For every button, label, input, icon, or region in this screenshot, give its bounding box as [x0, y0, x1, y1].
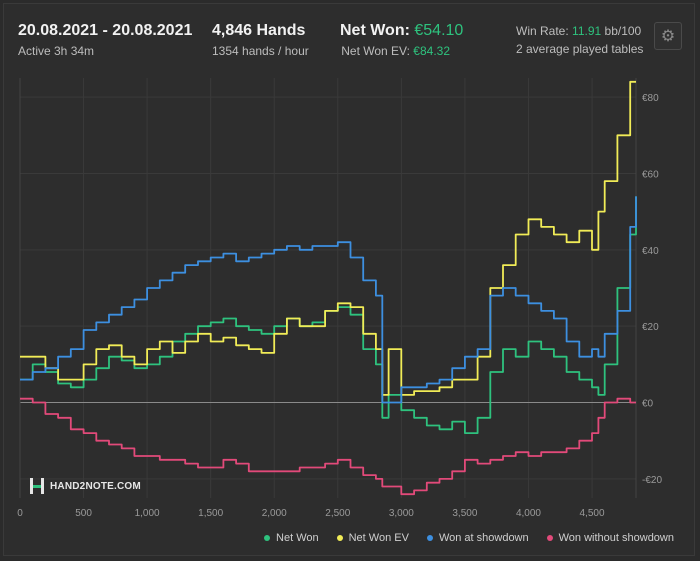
- x-tick-label: 500: [75, 508, 92, 519]
- chart-legend: Net Won Net Won EV Won at showdown Won w…: [234, 530, 674, 546]
- legend-dot: [426, 535, 433, 541]
- active-time: Active 3h 34m: [18, 44, 95, 58]
- tables-text: 2 average played tables: [516, 42, 644, 56]
- series-line-won-at-showdown: [20, 196, 637, 404]
- win-rate-stat: Win Rate: 11.91 bb/100 2 average played …: [516, 24, 643, 56]
- legend-item-won-without-showdown[interactable]: Won without showdown: [546, 530, 674, 546]
- legend-item-won-at-showdown[interactable]: Won at showdown: [426, 530, 529, 546]
- graph-panel: 20.08.2021 - 20.08.2021 Active 3h 34m 4,…: [3, 3, 695, 556]
- x-tick-label: 1,000: [135, 508, 160, 519]
- win-rate-unit: bb/100: [604, 24, 642, 38]
- x-tick-label: 4,500: [580, 508, 605, 519]
- net-won-value: €54.10: [414, 22, 464, 39]
- net-won-stat: Net Won: €54.10 Net Won EV: €84.32: [340, 22, 463, 58]
- logo-icon: [30, 478, 44, 494]
- net-won-label: Net Won:: [340, 22, 410, 39]
- y-tick-label: €40: [642, 246, 659, 257]
- logo: HAND2NOTE.COM: [30, 478, 141, 494]
- settings-button[interactable]: ⚙: [654, 22, 682, 50]
- hands-count: 4,846 Hands: [212, 22, 306, 39]
- date-range: 20.08.2021 - 20.08.2021: [18, 22, 193, 39]
- series-line-net-won-ev: [20, 80, 636, 396]
- legend-label: Won without showdown: [558, 532, 674, 544]
- legend-dot: [546, 535, 553, 541]
- x-tick-label: 4,000: [516, 508, 541, 519]
- x-tick-label: 1,500: [198, 508, 223, 519]
- legend-dot: [336, 535, 343, 541]
- x-tick-label: 2,000: [262, 508, 287, 519]
- x-tick-label: 2,500: [325, 508, 350, 519]
- x-tick-label: 0: [17, 508, 23, 519]
- win-rate-label: Win Rate:: [516, 24, 569, 38]
- legend-label: Net Won: [276, 532, 319, 544]
- chart-svg: 0 500 1,000 1,500 2,000 2,500 3,000 3,500 4,000 4…: [17, 78, 662, 519]
- x-tick-label: 3,500: [452, 508, 477, 519]
- win-rate: Win Rate: 11.91 bb/100: [516, 24, 643, 38]
- stats-header: 20.08.2021 - 20.08.2021 Active 3h 34m 4,…: [4, 4, 694, 74]
- y-tick-label: €20: [642, 322, 659, 333]
- y-tick-label: -€20: [642, 475, 662, 486]
- series-line-won-without-showdown: [20, 397, 636, 496]
- net-won-ev-value: €84.32: [413, 44, 450, 58]
- hands-stat: 4,846 Hands 1354 hands / hour: [212, 22, 309, 58]
- x-tick-label: 3,000: [389, 508, 414, 519]
- hands-per-hour: 1354 hands / hour: [212, 44, 309, 58]
- y-tick-label: €0: [642, 399, 654, 410]
- y-tick-label: €80: [642, 93, 659, 104]
- legend-label: Net Won EV: [348, 532, 409, 544]
- net-won: Net Won: €54.10: [340, 22, 463, 40]
- net-won-ev: Net Won EV: €84.32: [340, 44, 450, 58]
- logo-text: HAND2NOTE.COM: [50, 480, 141, 492]
- win-rate-value: 11.91: [572, 24, 602, 38]
- net-won-ev-label: Net Won EV:: [341, 44, 410, 58]
- y-tick-label: €60: [642, 169, 659, 180]
- legend-dot: [264, 535, 271, 541]
- date-stat: 20.08.2021 - 20.08.2021 Active 3h 34m: [18, 22, 192, 58]
- legend-item-net-won[interactable]: Net Won: [264, 530, 319, 546]
- legend-item-net-won-ev[interactable]: Net Won EV: [336, 530, 409, 546]
- legend-label: Won at showdown: [438, 532, 529, 544]
- gear-icon: ⚙: [660, 28, 676, 45]
